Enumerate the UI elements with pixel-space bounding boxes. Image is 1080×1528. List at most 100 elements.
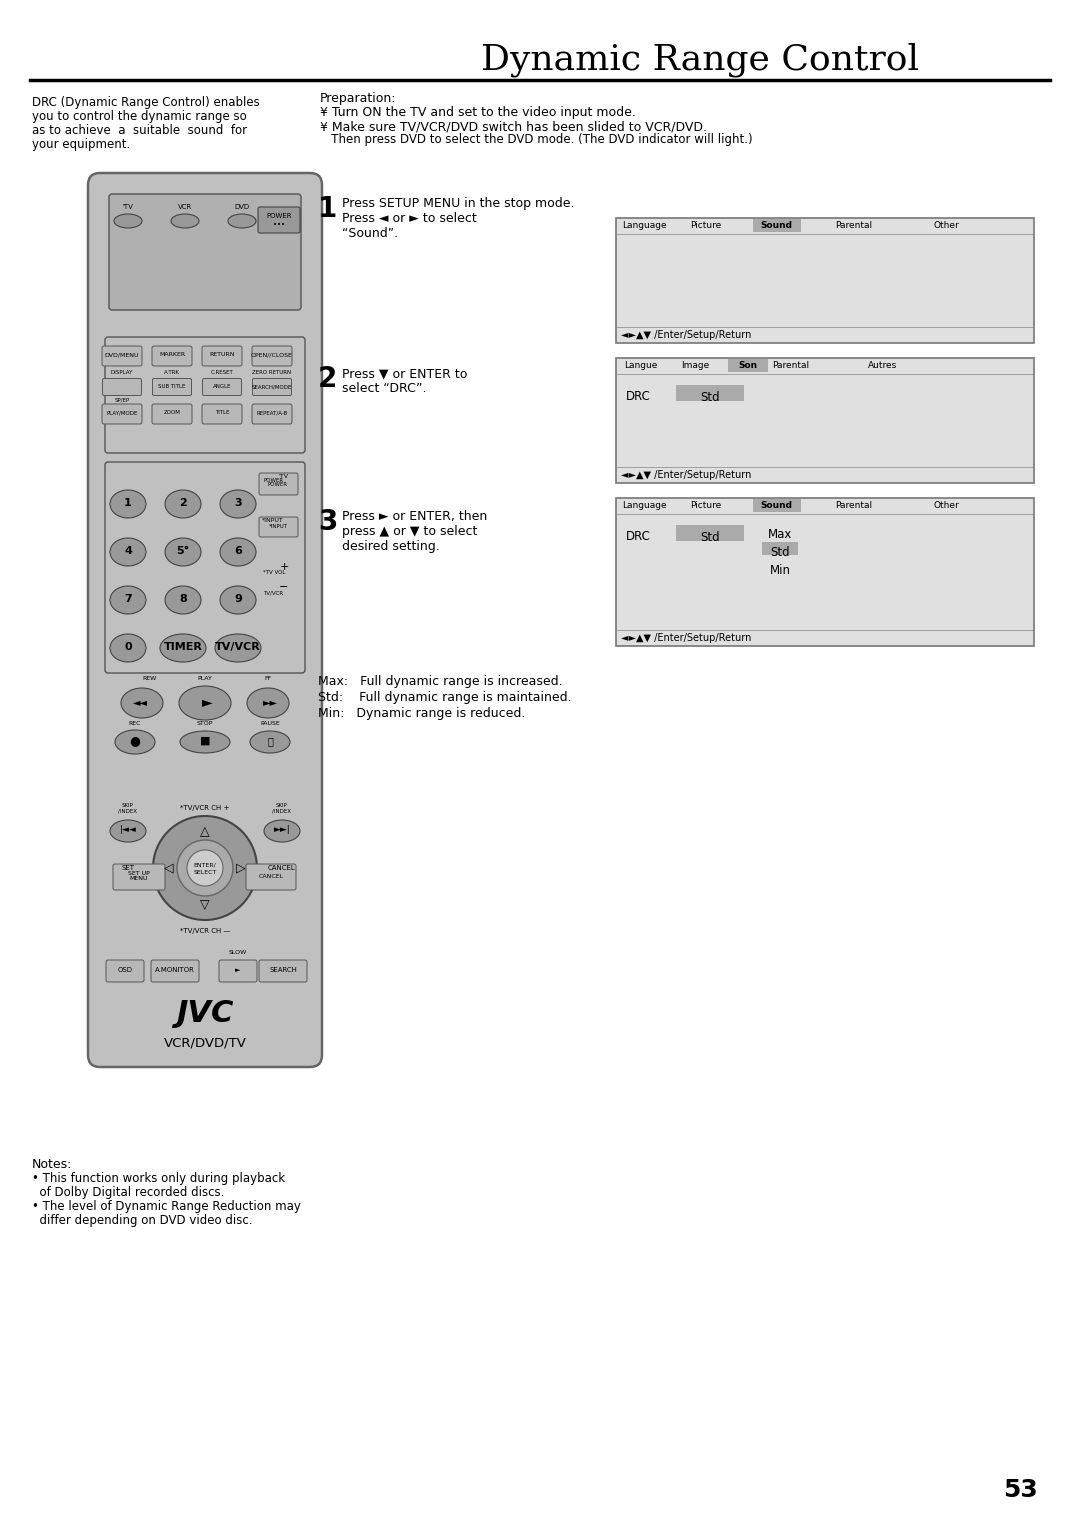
Text: Image: Image (680, 361, 710, 370)
Text: JVC: JVC (176, 998, 233, 1027)
Text: TITLE: TITLE (215, 411, 229, 416)
Text: 1: 1 (318, 196, 337, 223)
FancyBboxPatch shape (113, 863, 165, 889)
FancyBboxPatch shape (109, 194, 301, 310)
Text: OSD: OSD (118, 967, 133, 973)
Text: CANCEL: CANCEL (268, 865, 296, 871)
Text: REPEAT/A-B: REPEAT/A-B (256, 411, 287, 416)
Text: 3: 3 (234, 498, 242, 507)
Ellipse shape (110, 490, 146, 518)
Text: of Dolby Digital recorded discs.: of Dolby Digital recorded discs. (32, 1186, 225, 1199)
Text: DISPLAY: DISPLAY (111, 370, 133, 374)
Text: Max:   Full dynamic range is increased.: Max: Full dynamic range is increased. (318, 675, 563, 688)
FancyBboxPatch shape (106, 960, 144, 983)
Text: ●: ● (130, 735, 140, 747)
Text: ZERO RETURN: ZERO RETURN (253, 370, 292, 374)
Text: ANGLE: ANGLE (213, 385, 231, 390)
FancyBboxPatch shape (258, 206, 300, 232)
Text: *TV/VCR CH —: *TV/VCR CH — (179, 927, 230, 934)
Text: Son: Son (739, 361, 757, 370)
Text: 'TV: 'TV (278, 475, 288, 480)
Circle shape (177, 840, 233, 895)
Text: Other: Other (933, 220, 959, 229)
Text: ¥ Make sure TV/VCR/DVD switch has been slided to VCR/DVD.: ¥ Make sure TV/VCR/DVD switch has been s… (320, 121, 707, 133)
Text: TV/VCR: TV/VCR (264, 590, 283, 596)
Text: SLOW: SLOW (229, 949, 247, 955)
Text: Parental: Parental (836, 220, 873, 229)
Text: POWER: POWER (264, 478, 283, 483)
Text: Parental: Parental (772, 361, 810, 370)
Text: 6: 6 (234, 545, 242, 556)
Text: DRC: DRC (626, 530, 651, 542)
FancyBboxPatch shape (102, 345, 141, 367)
Text: TIMER: TIMER (163, 642, 202, 652)
Text: Langue: Langue (624, 361, 658, 370)
Ellipse shape (264, 821, 300, 842)
Text: FF: FF (265, 675, 272, 680)
FancyBboxPatch shape (753, 500, 801, 512)
Text: Preparation:: Preparation: (320, 92, 396, 105)
Text: 3: 3 (318, 507, 337, 536)
Text: ZOOM: ZOOM (163, 411, 180, 416)
Text: 2: 2 (179, 498, 187, 507)
Ellipse shape (171, 214, 199, 228)
Text: Picture: Picture (690, 501, 721, 509)
FancyBboxPatch shape (219, 960, 257, 983)
Text: you to control the dynamic range so: you to control the dynamic range so (32, 110, 246, 122)
Text: 5°: 5° (176, 545, 190, 556)
FancyBboxPatch shape (105, 338, 305, 452)
FancyBboxPatch shape (202, 403, 242, 423)
Text: +: + (280, 562, 288, 571)
Text: Press SETUP MENU in the stop mode.: Press SETUP MENU in the stop mode. (342, 197, 575, 209)
Text: *INPUT: *INPUT (262, 518, 284, 523)
Text: SP/EP: SP/EP (114, 397, 130, 402)
FancyBboxPatch shape (252, 403, 292, 423)
Text: ►: ► (235, 967, 241, 973)
Text: PLAY/MODE: PLAY/MODE (106, 411, 137, 416)
Ellipse shape (165, 490, 201, 518)
Text: 'TV: 'TV (122, 205, 134, 209)
Ellipse shape (220, 538, 256, 565)
Text: −: − (280, 582, 288, 591)
Text: *INPUT: *INPUT (269, 524, 287, 530)
Ellipse shape (121, 688, 163, 718)
Text: OPEN//CLOSE: OPEN//CLOSE (251, 353, 293, 358)
Ellipse shape (228, 214, 256, 228)
Text: ▽: ▽ (200, 897, 210, 911)
Ellipse shape (220, 587, 256, 614)
Text: DRC (Dynamic Range Control) enables: DRC (Dynamic Range Control) enables (32, 96, 260, 108)
Text: Min: Min (769, 564, 791, 578)
Text: Std: Std (700, 532, 719, 544)
Text: REC: REC (129, 721, 141, 726)
Text: ◄►▲▼ /Enter/Setup/Return: ◄►▲▼ /Enter/Setup/Return (621, 633, 752, 643)
Ellipse shape (180, 730, 230, 753)
Text: SEARCH/MODE: SEARCH/MODE (252, 385, 293, 390)
Text: REW: REW (141, 675, 157, 680)
Text: 7: 7 (124, 594, 132, 604)
Text: DVD/MENU: DVD/MENU (105, 353, 139, 358)
Text: Picture: Picture (690, 220, 721, 229)
Ellipse shape (165, 538, 201, 565)
Text: SEARCH: SEARCH (269, 967, 297, 973)
FancyBboxPatch shape (105, 461, 305, 672)
Ellipse shape (249, 730, 291, 753)
FancyBboxPatch shape (616, 358, 1034, 483)
Text: Press ► or ENTER, then: Press ► or ENTER, then (342, 510, 487, 523)
FancyBboxPatch shape (616, 498, 1034, 646)
Text: desired setting.: desired setting. (342, 539, 440, 553)
FancyBboxPatch shape (676, 526, 744, 541)
Text: ¥ Turn ON the TV and set to the video input mode.: ¥ Turn ON the TV and set to the video in… (320, 105, 636, 119)
Text: Dynamic Range Control: Dynamic Range Control (481, 43, 919, 78)
Text: ◄◄: ◄◄ (133, 697, 148, 707)
Ellipse shape (114, 214, 141, 228)
Text: Language: Language (622, 501, 666, 509)
FancyBboxPatch shape (259, 960, 307, 983)
Text: Press ▼ or ENTER to: Press ▼ or ENTER to (342, 367, 468, 380)
Text: ◁: ◁ (164, 862, 174, 874)
Text: differ depending on DVD video disc.: differ depending on DVD video disc. (32, 1215, 253, 1227)
Text: as to achieve  a  suitable  sound  for: as to achieve a suitable sound for (32, 124, 247, 138)
FancyBboxPatch shape (253, 379, 292, 396)
Text: 9: 9 (234, 594, 242, 604)
Text: •••: ••• (273, 222, 285, 228)
FancyBboxPatch shape (152, 403, 192, 423)
